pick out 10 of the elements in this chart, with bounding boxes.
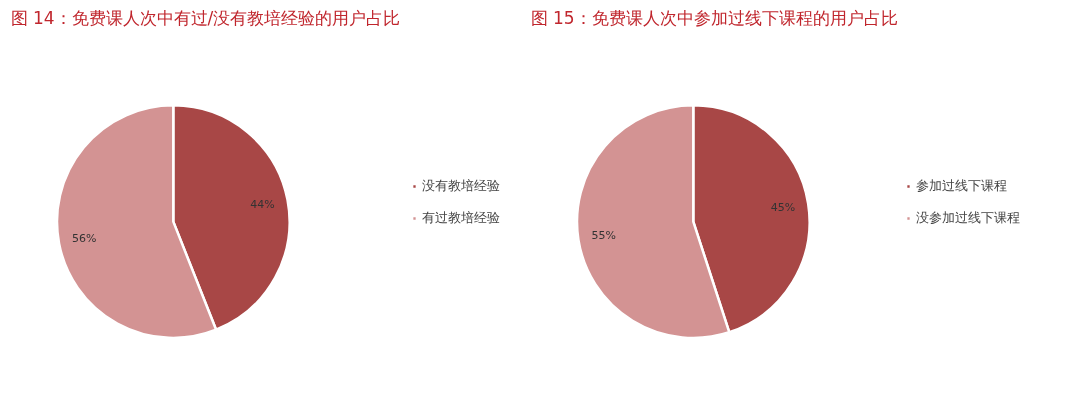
data-label: 44%: [250, 198, 275, 212]
legend-label: 没有教培经验: [422, 177, 500, 195]
data-label: 55%: [591, 229, 616, 243]
chart-title: 图 14：免费课人次中有过/没有教培经验的用户占比: [10, 7, 401, 28]
legend-label: 参加过线下课程: [916, 177, 1007, 195]
data-label: 56%: [71, 232, 97, 246]
legend-label: 有过教培经验: [422, 209, 500, 227]
chart-title: 图 15：免费课人次中参加过线下课程的用户占比: [530, 7, 898, 28]
data-label: 45%: [770, 200, 796, 214]
legend-label: 没参加过线下课程: [916, 209, 1020, 227]
